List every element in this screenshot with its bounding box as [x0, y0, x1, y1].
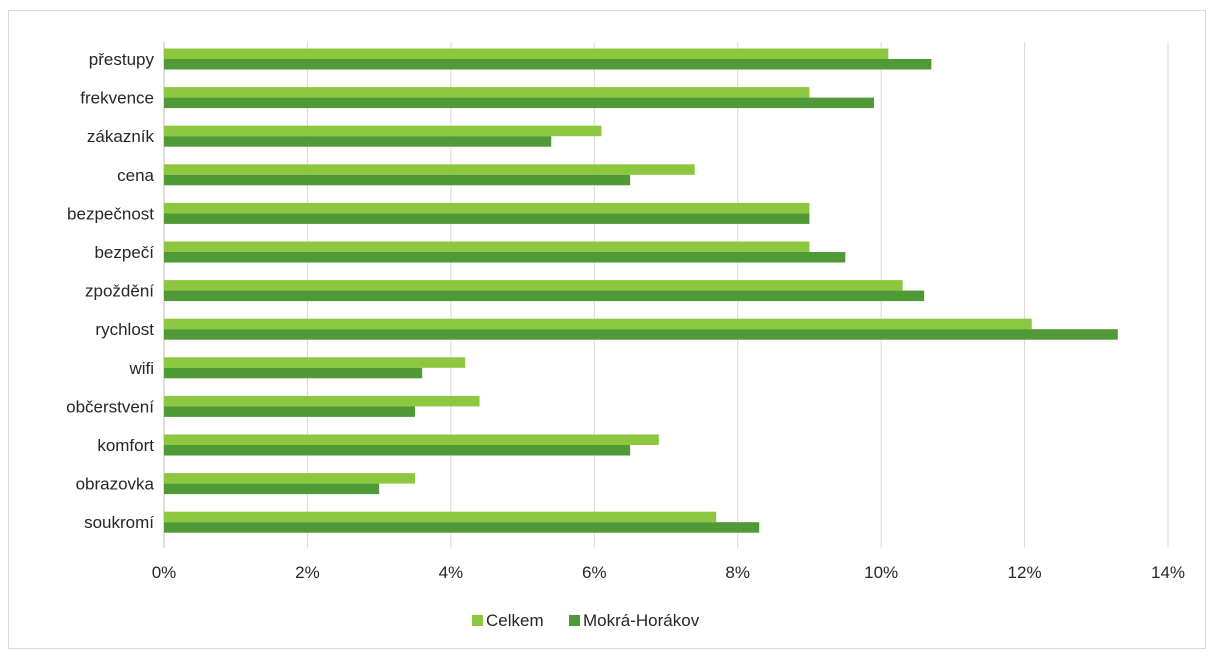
category-label: frekvence	[80, 89, 154, 108]
x-tick-labels: 0% 2% 4% 6% 8% 10% 12% 14%	[152, 563, 1185, 582]
category-label: wifi	[128, 359, 154, 378]
category-label: komfort	[97, 436, 154, 455]
x-tick-label: 14%	[1151, 563, 1185, 582]
bar-celkem	[164, 87, 810, 98]
bar-mokra-horakov	[164, 367, 423, 379]
bar-celkem	[164, 202, 810, 214]
x-tick-label: 8%	[725, 563, 750, 582]
bar-mokra-horakov	[164, 445, 631, 456]
bar-mokra-horakov	[164, 59, 932, 70]
category-label: bezpečnost	[67, 204, 154, 223]
legend: Celkem Mokrá-Horákov	[472, 611, 700, 630]
x-tick-label: 12%	[1008, 563, 1042, 582]
bar-celkem	[164, 125, 602, 137]
chart-frame: přestupy frekvence zákazník cena bezpečnost b…	[8, 10, 1206, 649]
category-label: zpoždění	[85, 282, 154, 301]
bar-celkem	[164, 395, 480, 407]
bar-celkem	[164, 241, 810, 252]
x-tick-label: 0%	[152, 563, 177, 582]
bar-mokra-horakov	[164, 406, 415, 417]
legend-label: Mokrá-Horákov	[583, 611, 700, 630]
category-label: zákazník	[87, 127, 155, 146]
bar-celkem	[164, 357, 466, 368]
category-labels: přestupy frekvence zákazník cena bezpečnost b…	[66, 50, 154, 532]
bar-celkem	[164, 164, 695, 175]
category-label: obrazovka	[76, 475, 155, 494]
bar-mokra-horakov	[164, 329, 1118, 340]
legend-label: Celkem	[486, 611, 544, 630]
bar-celkem	[164, 318, 1032, 330]
category-label: soukromí	[84, 513, 154, 532]
bar-mokra-horakov	[164, 213, 810, 224]
x-tick-label: 6%	[582, 563, 607, 582]
bar-mokra-horakov	[164, 483, 380, 495]
x-tick-label: 2%	[295, 563, 320, 582]
bar-celkem	[164, 434, 659, 445]
category-label: občerstvení	[66, 397, 154, 416]
x-tick-label: 10%	[864, 563, 898, 582]
category-label: cena	[117, 166, 154, 185]
bar-celkem	[164, 48, 889, 59]
legend-swatch	[569, 615, 580, 626]
bar-mokra-horakov	[164, 97, 874, 109]
category-label: bezpečí	[94, 243, 154, 262]
bar-mokra-horakov	[164, 174, 631, 186]
category-label: přestupy	[89, 50, 155, 69]
bar-celkem	[164, 511, 717, 523]
bar-celkem	[164, 280, 903, 291]
legend-swatch	[472, 615, 483, 626]
bar-mokra-horakov	[164, 290, 925, 302]
bar-mokra-horakov	[164, 136, 552, 147]
bar-mokra-horakov	[164, 522, 760, 533]
category-label: rychlost	[95, 320, 154, 339]
bar-mokra-horakov	[164, 252, 846, 263]
bars	[164, 48, 1118, 533]
bar-celkem	[164, 473, 415, 484]
x-tick-label: 4%	[439, 563, 464, 582]
bar-chart: přestupy frekvence zákazník cena bezpečnost b…	[66, 42, 1185, 630]
